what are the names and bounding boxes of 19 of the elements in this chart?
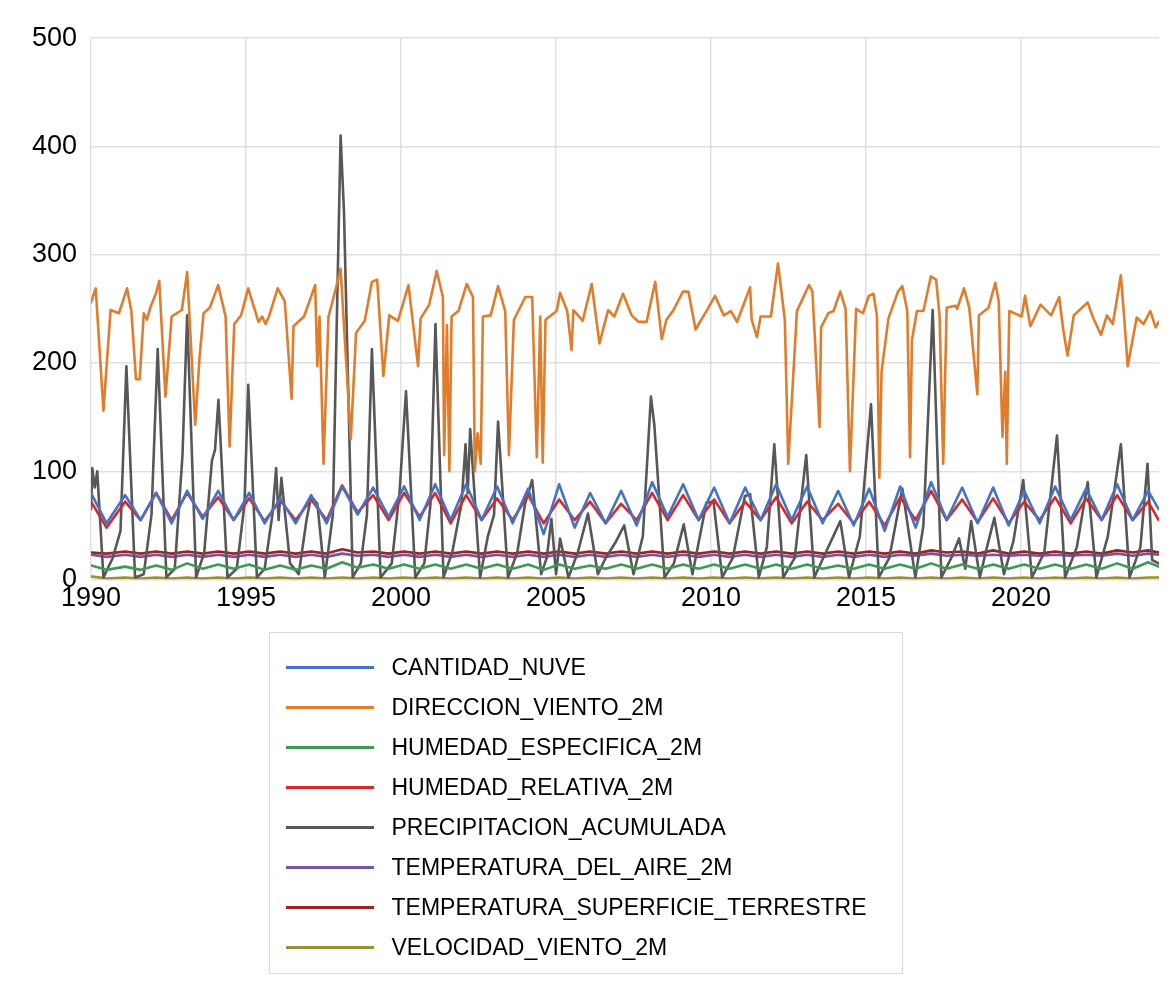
legend-label: HUMEDAD_ESPECIFICA_2M (391, 733, 703, 761)
legend-label: VELOCIDAD_VIENTO_2M (391, 933, 668, 961)
x-tick-label: 2020 (991, 582, 1052, 613)
legend-label: DIRECCION_VIENTO_2M (391, 693, 664, 721)
x-tick-label: 2010 (681, 582, 742, 613)
y-tick-label: 400 (31, 129, 78, 160)
y-tick-label: 500 (31, 21, 78, 52)
x-tick-label: 2015 (836, 582, 897, 613)
x-tick-label: 2005 (526, 582, 587, 613)
y-tick-label: 200 (31, 346, 78, 377)
y-tick-label: 300 (31, 238, 78, 269)
legend-label: CANTIDAD_NUVE (391, 653, 586, 681)
x-tick-label: 1995 (216, 582, 277, 613)
x-tick-label: 2000 (371, 582, 432, 613)
legend-label: TEMPERATURA_SUPERFICIE_TERRESTRE (391, 893, 867, 921)
legend-label: HUMEDAD_RELATIVA_2M (391, 773, 674, 801)
legend-label: TEMPERATURA_DEL_AIRE_2M (391, 853, 733, 881)
legend-label: PRECIPITACION_ACUMULADA (391, 813, 726, 841)
y-tick-label: 100 (31, 454, 78, 485)
